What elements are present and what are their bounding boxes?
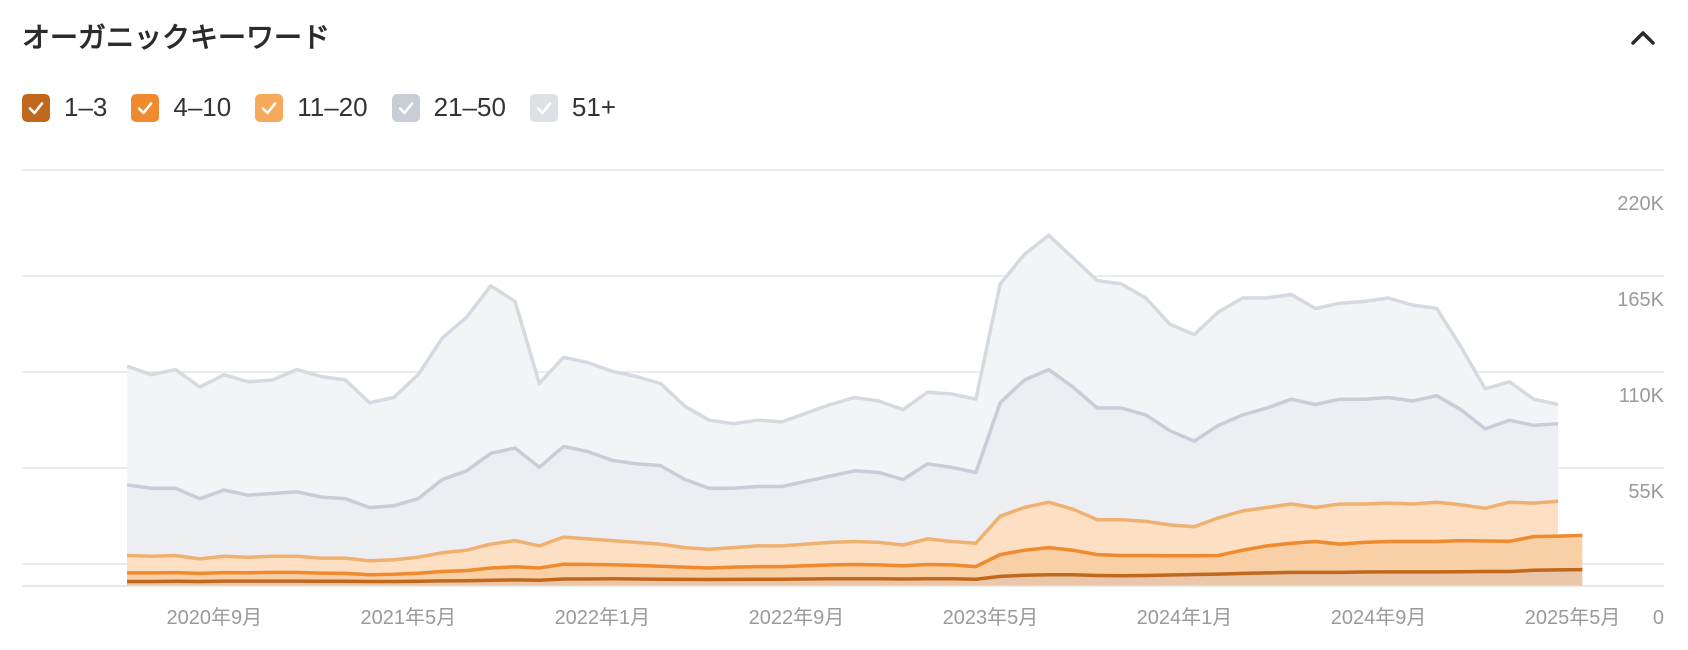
check-icon xyxy=(398,101,413,114)
x-tick-label: 2023年5月 xyxy=(943,606,1039,629)
chevron-up-icon[interactable] xyxy=(1628,22,1658,52)
checkbox-21-50[interactable] xyxy=(391,93,420,122)
x-tick-label: 2025年5月 xyxy=(1525,606,1621,629)
legend-label-1-3: 1–3 xyxy=(64,92,108,122)
legend-item-11-20[interactable]: 11–20 xyxy=(255,92,368,123)
legend-item-1-3[interactable]: 1–3 xyxy=(22,92,107,123)
y-tick-label: 220K xyxy=(1617,193,1664,215)
checkbox-1-3[interactable] xyxy=(22,93,50,122)
check-icon xyxy=(261,101,277,114)
legend-label-11-20: 11–20 xyxy=(297,92,368,122)
line-1-3 xyxy=(127,567,1583,584)
check-icon xyxy=(536,101,552,114)
legend-item-51-plus[interactable]: 51+ xyxy=(529,92,617,123)
legend-label-4-10: 4–10 xyxy=(173,92,232,122)
x-tick-label: 2024年9月 xyxy=(1331,606,1427,629)
line-11-20 xyxy=(126,499,1559,563)
legend-label-21-50: 21–50 xyxy=(433,92,506,122)
x-tick-label: 2022年1月 xyxy=(555,606,651,629)
page-title: オーガニックキーワード xyxy=(22,21,331,54)
x-tick-label: 2021年5月 xyxy=(361,606,457,629)
legend-label-51-plus: 51+ xyxy=(571,92,617,122)
legend: 1–3 4–10 11–20 21–50 51+ xyxy=(22,92,640,123)
line-4-10 xyxy=(127,533,1583,577)
x-tick-label: 2020年9月 xyxy=(167,606,263,629)
checkbox-51-plus[interactable] xyxy=(529,93,558,122)
line-21-50 xyxy=(126,367,1559,510)
x-tick-label: 2024年1月 xyxy=(1137,606,1233,629)
y-tick-label: 55K xyxy=(1628,481,1664,503)
line-51 xyxy=(126,233,1559,426)
y-tick-label: 0 xyxy=(1653,607,1664,629)
x-tick-label: 2022年9月 xyxy=(749,606,845,629)
legend-item-4-10[interactable]: 4–10 xyxy=(131,92,231,123)
check-icon xyxy=(138,101,153,114)
check-icon xyxy=(28,101,44,114)
y-tick-label: 110K xyxy=(1619,385,1665,407)
checkbox-11-20[interactable] xyxy=(255,93,284,122)
y-tick-label: 165K xyxy=(1617,289,1664,311)
legend-item-21-50[interactable]: 21–50 xyxy=(391,92,506,123)
checkbox-4-10[interactable] xyxy=(131,93,160,122)
